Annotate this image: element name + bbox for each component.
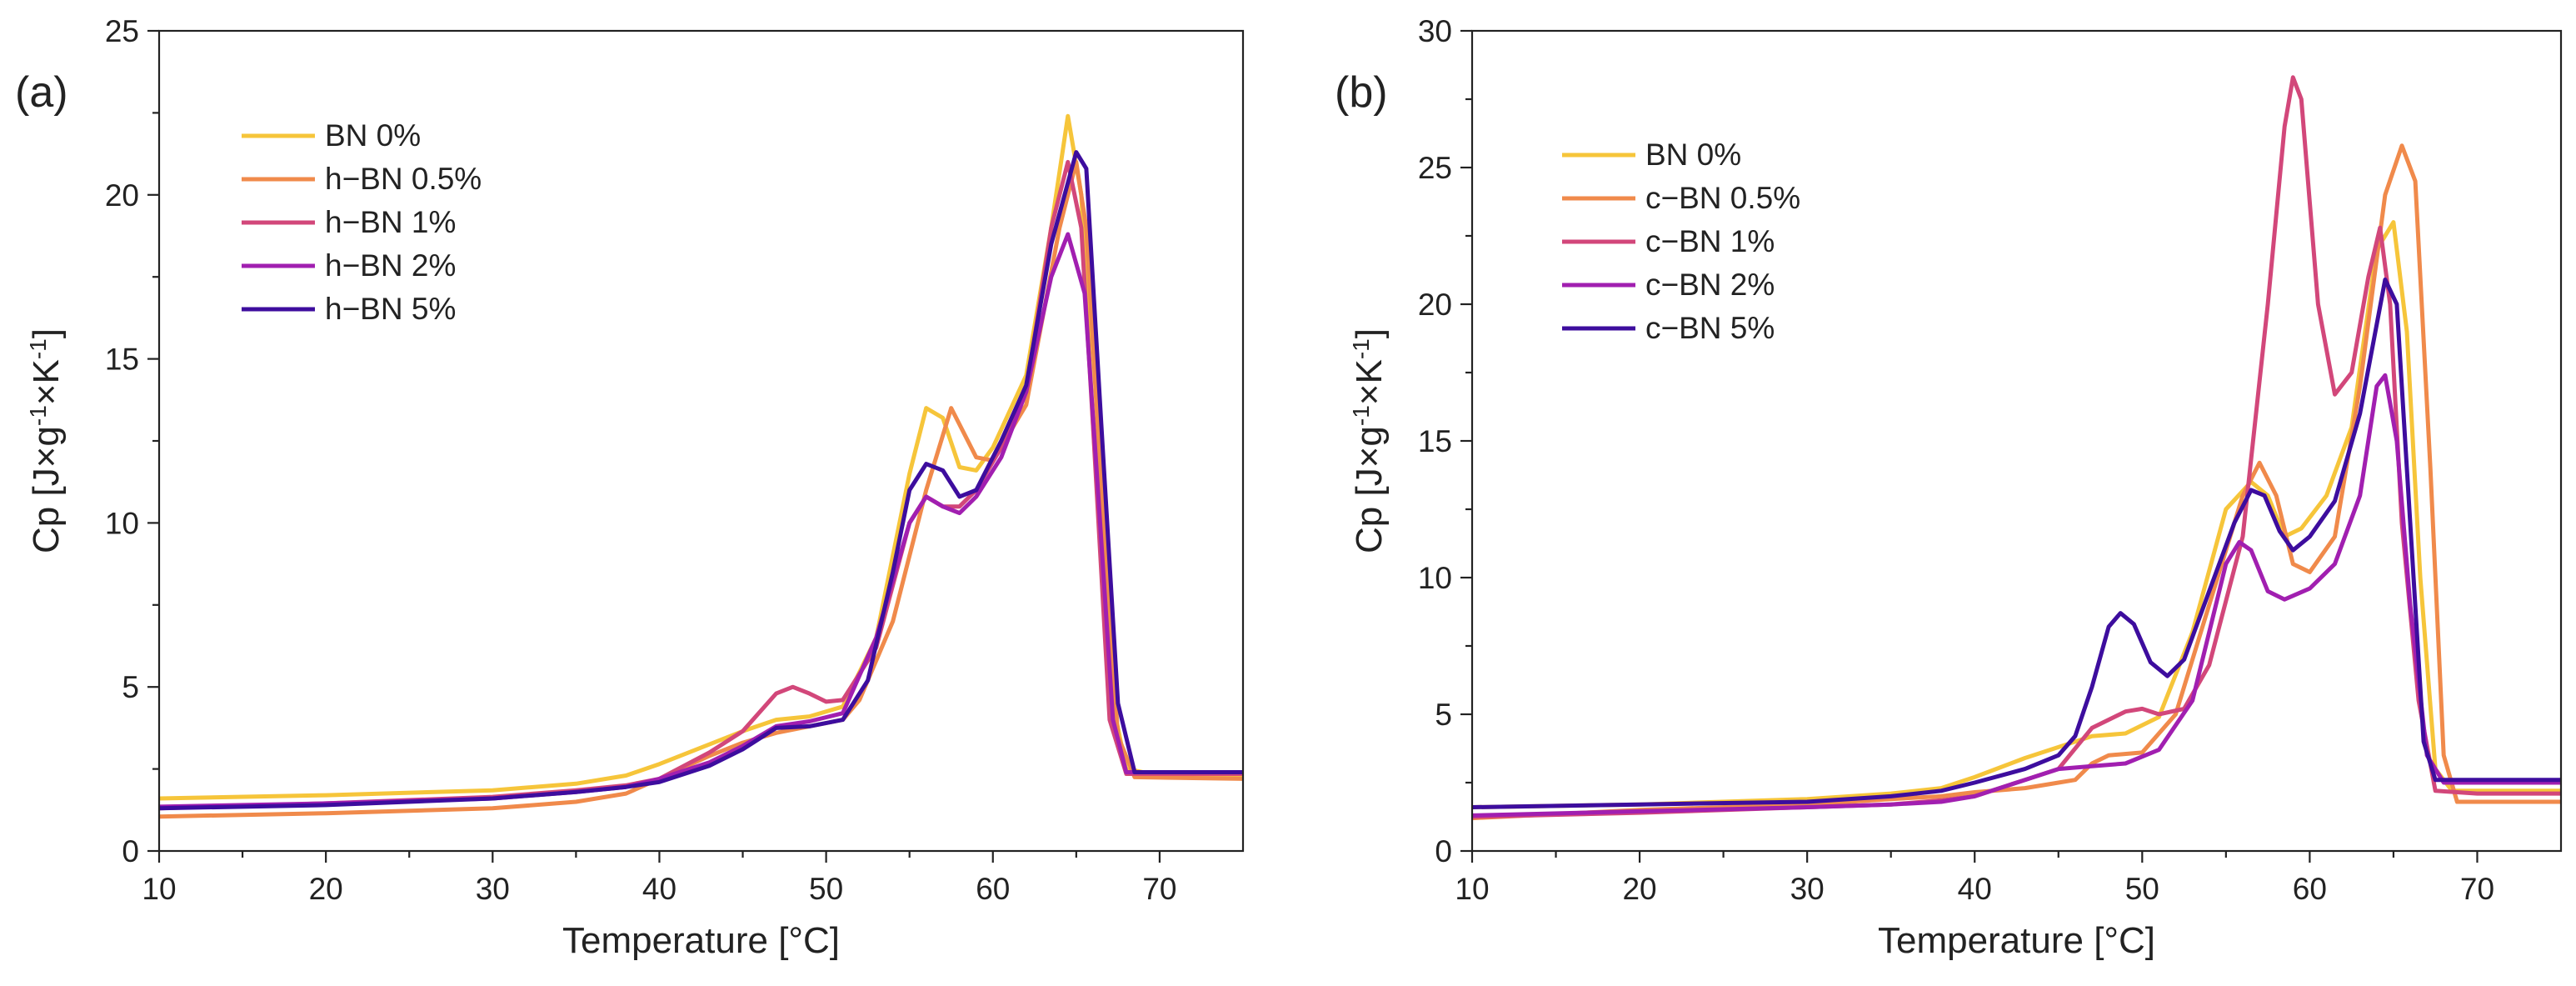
x-tick-label: 30 xyxy=(1790,872,1825,906)
y-tick-label: 5 xyxy=(122,670,139,704)
series-lines xyxy=(159,113,1243,819)
y-tick-label: 10 xyxy=(1418,561,1452,595)
y-axis-title-superscript: -1 xyxy=(25,338,51,359)
legend-label-4: c−BN 5% xyxy=(1645,311,1775,345)
y-tick-label: 30 xyxy=(1418,14,1452,48)
y-axis-title-superscript: -1 xyxy=(25,405,51,426)
plot-frame xyxy=(157,29,1245,853)
y-axis-title-superscript: -1 xyxy=(1348,338,1374,359)
y-axis-title: Cp [J×g-1×K-1] xyxy=(1348,328,1390,553)
x-tick-label: 10 xyxy=(142,872,176,906)
y-axis-title-part: ] xyxy=(1349,328,1390,338)
series-line-3 xyxy=(159,232,1243,809)
y-axis-title-part: ] xyxy=(26,328,67,338)
legend: BN 0% h−BN 0.5% h−BN 1% h−BN 2% h−BN 5% xyxy=(242,118,482,326)
y-axis-title-part: Cp [J×g xyxy=(26,426,67,553)
legend-label-3: h−BN 2% xyxy=(325,248,456,283)
x-tick-label: 50 xyxy=(809,872,843,906)
legend: BN 0% c−BN 0.5% c−BN 1% c−BN 2% c−BN 5% xyxy=(1562,138,1800,345)
x-tick-label: 40 xyxy=(642,872,676,906)
series-line-4 xyxy=(1472,278,2561,809)
chart-panel-b: (b) 10 20 30 40 50 60 70 0 5 10 15 20 25 30 Temperatur… xyxy=(1335,14,2563,961)
legend-label-1: c−BN 0.5% xyxy=(1645,181,1800,215)
y-tick-label: 0 xyxy=(122,834,139,868)
y-tick-label: 25 xyxy=(1418,151,1452,185)
chart-panel-a: (a) 10 20 30 40 50 60 70 0 5 10 15 20 25 Temperature … xyxy=(15,14,1245,961)
x-tick-label: 70 xyxy=(2460,872,2494,906)
x-tick-label: 70 xyxy=(1142,872,1176,906)
series-line-0 xyxy=(1472,220,2561,809)
legend-label-3: c−BN 2% xyxy=(1645,268,1775,302)
series-line-3 xyxy=(1472,373,2561,818)
y-tick-label: 0 xyxy=(1435,834,1452,868)
panel-label-b: (b) xyxy=(1335,68,1388,117)
y-tick-label: 15 xyxy=(1418,424,1452,458)
x-axis-title: Temperature [°C] xyxy=(562,920,840,961)
legend-label-4: h−BN 5% xyxy=(325,292,456,326)
panel-label-a: (a) xyxy=(15,68,68,117)
y-tick-label: 10 xyxy=(105,506,139,540)
y-axis-title-part: ×K xyxy=(26,359,67,405)
x-tick-label: 20 xyxy=(1622,872,1656,906)
legend-label-2: h−BN 1% xyxy=(325,205,456,239)
x-tick-label: 10 xyxy=(1455,872,1489,906)
y-axis-title: Cp [J×g-1×K-1] xyxy=(25,328,67,553)
y-axis-title-part: ×K xyxy=(1349,359,1390,405)
y-axis-title-part: Cp [J×g xyxy=(1349,426,1390,553)
series-line-4 xyxy=(159,150,1243,811)
y-axis-title-superscript: -1 xyxy=(1348,405,1374,426)
series-line-1 xyxy=(159,159,1243,819)
x-tick-label: 40 xyxy=(1958,872,1992,906)
legend-label-0: BN 0% xyxy=(1645,138,1741,172)
series-lines xyxy=(1472,75,2561,821)
y-tick-label: 25 xyxy=(105,14,139,48)
y-tick-label: 15 xyxy=(105,343,139,377)
y-tick-label: 5 xyxy=(1435,698,1452,732)
x-tick-label: 30 xyxy=(476,872,510,906)
y-tick-label: 20 xyxy=(105,178,139,213)
y-tick-label: 20 xyxy=(1418,288,1452,322)
series-line-2 xyxy=(159,159,1243,811)
x-tick-label: 60 xyxy=(2293,872,2327,906)
x-axis-title: Temperature [°C] xyxy=(1878,920,2155,961)
x-tick-label: 50 xyxy=(2125,872,2159,906)
x-tick-label: 20 xyxy=(309,872,343,906)
legend-label-1: h−BN 0.5% xyxy=(325,162,482,196)
legend-label-0: BN 0% xyxy=(325,118,421,153)
x-tick-label: 60 xyxy=(976,872,1010,906)
legend-label-2: c−BN 1% xyxy=(1645,224,1775,258)
